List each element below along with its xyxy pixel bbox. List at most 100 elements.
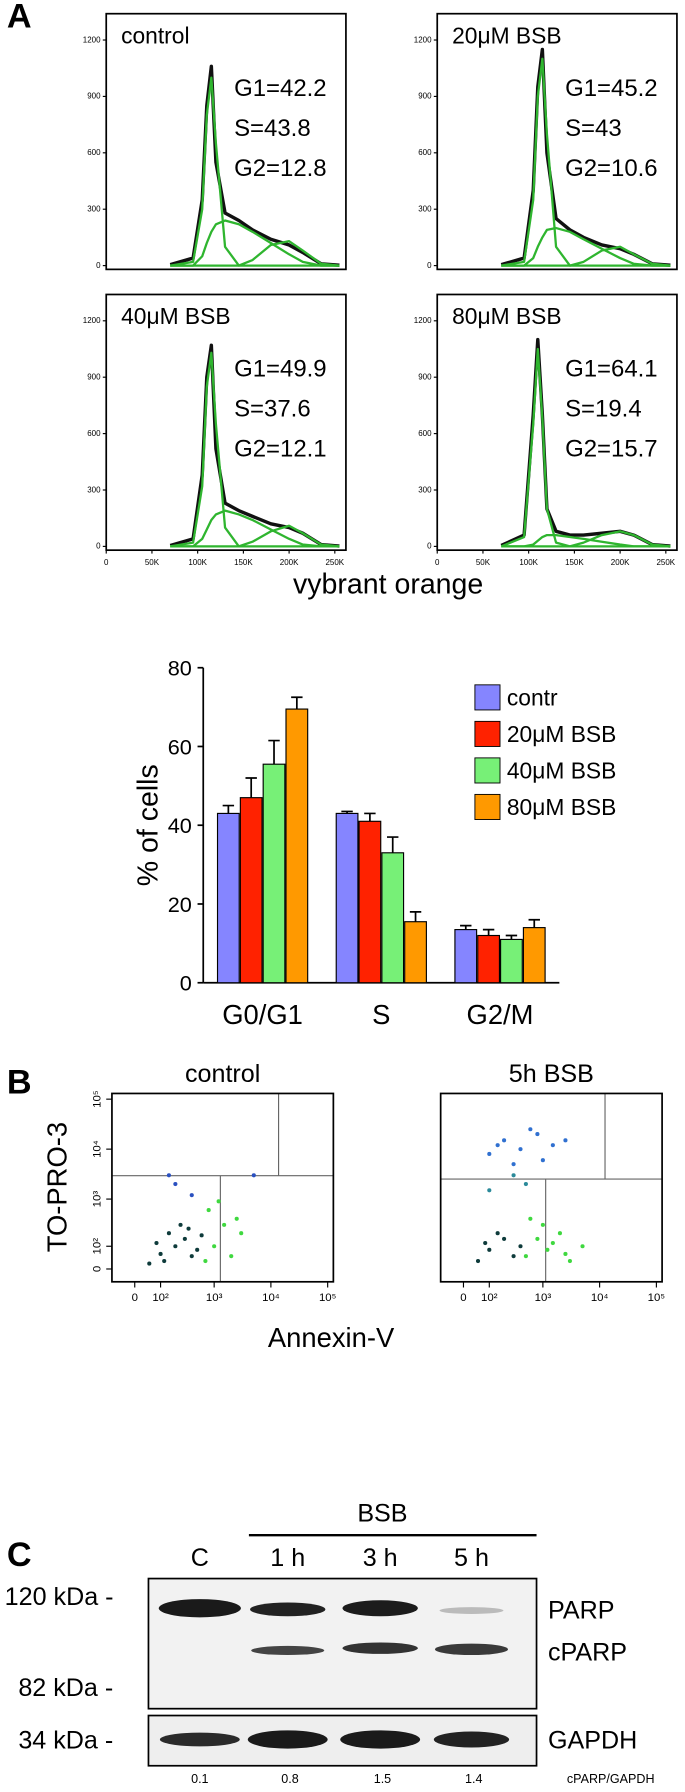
point xyxy=(580,1244,585,1249)
point xyxy=(189,1254,194,1259)
point xyxy=(206,1208,211,1213)
point xyxy=(528,1127,533,1132)
error-bar xyxy=(409,911,422,922)
y-tick-label: 600 xyxy=(87,148,101,157)
histogram-line xyxy=(501,226,671,267)
error-bar xyxy=(505,934,518,940)
point xyxy=(251,1173,256,1178)
band xyxy=(250,1602,326,1617)
x-tick-label: 0 xyxy=(104,558,109,567)
band xyxy=(434,1643,509,1656)
point xyxy=(550,1143,555,1148)
plot-frame xyxy=(436,12,678,271)
y-tick-label: 0 xyxy=(427,542,432,551)
point xyxy=(535,1132,540,1137)
y-tick-label: 10² xyxy=(92,1238,104,1255)
panel-label: C xyxy=(7,1536,32,1574)
point xyxy=(495,1231,500,1236)
y-tick-label: 600 xyxy=(418,148,432,157)
point xyxy=(212,1244,217,1249)
point xyxy=(487,1188,492,1193)
histogram-line xyxy=(170,509,340,548)
x-tick-label: 10² xyxy=(481,1292,498,1304)
marker-label: 120 kDa - xyxy=(5,1583,114,1611)
y-axis-label: % of cells xyxy=(133,764,165,886)
error-bar xyxy=(245,777,257,798)
band xyxy=(340,1730,421,1749)
point xyxy=(567,1258,572,1264)
point xyxy=(511,1173,516,1178)
point xyxy=(545,1247,550,1252)
point xyxy=(158,1251,163,1256)
y-tick-label: 1200 xyxy=(414,316,432,325)
marker-label: 82 kDa - xyxy=(18,1674,113,1702)
point xyxy=(154,1240,159,1246)
plot-title: 20μM BSB xyxy=(452,22,562,48)
point xyxy=(535,1236,540,1241)
point xyxy=(239,1231,244,1236)
band xyxy=(158,1599,241,1618)
error-bar xyxy=(460,924,472,930)
x-axis-label: Annexin-V xyxy=(268,1322,395,1353)
error-bar xyxy=(291,696,303,710)
histogram-line xyxy=(170,351,340,548)
histogram-line xyxy=(501,533,671,548)
lane-label: 1 h xyxy=(270,1544,305,1572)
bar xyxy=(477,934,501,984)
bar xyxy=(358,820,382,984)
x-tick-label: 10² xyxy=(152,1292,169,1304)
plot-frame xyxy=(105,12,347,271)
y-tick-label: 0 xyxy=(180,971,192,996)
x-tick-label: 50K xyxy=(476,558,491,567)
x-tick-label: S xyxy=(372,999,390,1030)
point xyxy=(502,1236,507,1241)
y-tick-label: 600 xyxy=(87,429,101,438)
error-bar xyxy=(268,739,280,765)
y-tick-label: 1200 xyxy=(83,316,101,325)
bar xyxy=(239,797,263,984)
point xyxy=(563,1251,568,1256)
lane-label: 3 h xyxy=(363,1544,398,1572)
annotation: G1=42.2 xyxy=(234,75,327,102)
x-tick-label: 10⁵ xyxy=(319,1292,337,1304)
point xyxy=(518,1244,523,1249)
gates xyxy=(111,1093,663,1282)
band-label: cPARP xyxy=(548,1639,627,1667)
point xyxy=(195,1247,200,1252)
annotation: S=43.8 xyxy=(234,115,311,142)
point xyxy=(487,1247,492,1252)
point xyxy=(173,1244,178,1249)
band xyxy=(342,1600,418,1617)
x-tick-label: G0/G1 xyxy=(222,999,303,1030)
band-label: GAPDH xyxy=(548,1727,637,1755)
x-tick-label: 100K xyxy=(188,558,207,567)
point xyxy=(199,1233,204,1238)
point xyxy=(502,1138,507,1143)
legend-swatch xyxy=(474,720,501,747)
band xyxy=(433,1731,510,1748)
histogram-line xyxy=(170,76,340,267)
y-tick-label: 600 xyxy=(418,429,432,438)
y-tick-label: 40 xyxy=(168,813,192,838)
y-tick-label: 300 xyxy=(418,485,432,494)
y-tick-label: 1200 xyxy=(83,35,101,44)
x-tick-label: 150K xyxy=(565,558,584,567)
x-tick-label: 200K xyxy=(280,558,299,567)
x-tick-label: 200K xyxy=(611,558,630,567)
x-tick-label: 100K xyxy=(519,558,538,567)
point xyxy=(518,1147,523,1152)
y-tick-label: 0 xyxy=(92,1266,104,1272)
x-tick-label: 10⁴ xyxy=(262,1292,280,1304)
ratio: 1.5 xyxy=(374,1772,391,1786)
y-tick-label: 10⁴ xyxy=(92,1140,104,1158)
y-tick-label: 900 xyxy=(418,372,432,381)
annotation: G2=10.6 xyxy=(565,155,658,182)
x-tick-label: 0 xyxy=(132,1292,138,1304)
band xyxy=(247,1730,328,1749)
bar xyxy=(500,938,523,984)
point xyxy=(523,1254,528,1259)
bar xyxy=(404,921,427,984)
x-tick-label: 0 xyxy=(460,1292,466,1304)
